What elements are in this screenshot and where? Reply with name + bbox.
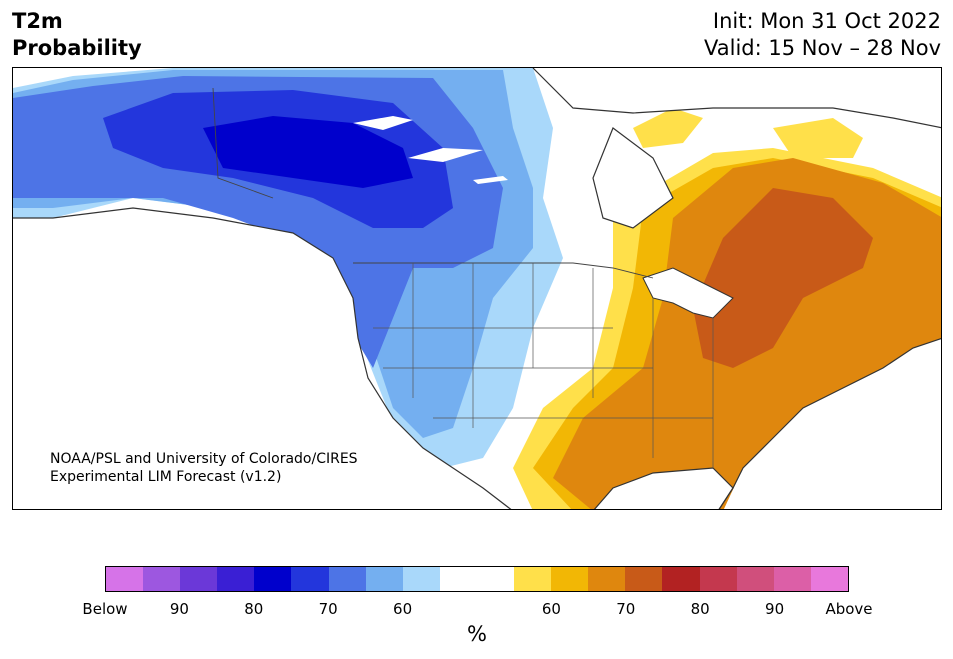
colorbar-segment bbox=[773, 567, 811, 591]
colorbar-tick-label: 60 bbox=[541, 600, 561, 618]
us-canada-border bbox=[353, 262, 654, 279]
cold-region-strong bbox=[203, 116, 413, 188]
lake-athabasca bbox=[473, 176, 508, 184]
greenland-warm bbox=[773, 118, 863, 158]
coastline bbox=[13, 207, 512, 509]
coastline-east bbox=[718, 338, 941, 509]
colorbar-segment bbox=[291, 567, 329, 591]
credit-line2: Experimental LIM Forecast (v1.2) bbox=[50, 469, 282, 485]
colorbar-tick-label: 90 bbox=[169, 600, 189, 618]
colorbar-segment bbox=[514, 567, 552, 591]
colorbar-segment bbox=[180, 567, 218, 591]
coastline-gulf bbox=[593, 467, 734, 509]
hudson-bay bbox=[593, 128, 673, 228]
baffin-warm bbox=[633, 108, 703, 148]
map-title: T2m Probability bbox=[12, 8, 142, 62]
credit-line1: NOAA/PSL and University of Colorado/CIRE… bbox=[50, 451, 358, 467]
colorbar-segment bbox=[217, 567, 255, 591]
colorbar-tick-label: 80 bbox=[244, 600, 264, 618]
colorbar-segment bbox=[254, 567, 292, 591]
colorbar-segment bbox=[662, 567, 700, 591]
colorbar-segment bbox=[365, 567, 403, 591]
coastline-arctic bbox=[532, 68, 941, 129]
probability-map bbox=[13, 68, 941, 509]
colorbar-tick-label: 70 bbox=[318, 600, 338, 618]
colorbar-segment bbox=[328, 567, 366, 591]
colorbar-segment bbox=[810, 567, 848, 591]
colorbar-segment bbox=[625, 567, 663, 591]
colorbar-unit: % bbox=[467, 622, 487, 646]
gulf-of-mexico bbox=[594, 468, 733, 509]
colorbar-segment bbox=[699, 567, 737, 591]
map-credit: NOAA/PSL and University of Colorado/CIRE… bbox=[50, 450, 358, 486]
colorbar-tick-label: 70 bbox=[616, 600, 636, 618]
map-panel: NOAA/PSL and University of Colorado/CIRE… bbox=[12, 67, 942, 510]
colorbar-tick-label: Below bbox=[82, 600, 128, 618]
warm-region-strong bbox=[693, 188, 873, 368]
title-type: Probability bbox=[12, 36, 142, 60]
colorbar-tick-label: 60 bbox=[393, 600, 413, 618]
forecast-dates: Init: Mon 31 Oct 2022 Valid: 15 Nov – 28… bbox=[704, 8, 941, 62]
colorbar-segment bbox=[588, 567, 626, 591]
alaska-border bbox=[212, 87, 274, 199]
init-date: Init: Mon 31 Oct 2022 bbox=[712, 9, 941, 33]
colorbar-segment bbox=[736, 567, 774, 591]
atlantic-ocean bbox=[723, 338, 941, 509]
great-slave-lake bbox=[408, 148, 483, 162]
colorbar bbox=[105, 566, 849, 592]
colorbar-tick-label: 80 bbox=[690, 600, 710, 618]
colorbar-segment bbox=[402, 567, 440, 591]
colorbar-segment bbox=[551, 567, 589, 591]
colorbar-segment bbox=[476, 567, 515, 591]
colorbar-tick-label: 90 bbox=[765, 600, 785, 618]
pacific-ocean bbox=[13, 208, 511, 509]
colorbar-segment bbox=[143, 567, 181, 591]
valid-period: Valid: 15 Nov – 28 Nov bbox=[704, 36, 941, 60]
arctic-ocean bbox=[533, 68, 941, 128]
coastline-hudson bbox=[592, 127, 674, 229]
great-bear-lake bbox=[353, 116, 413, 130]
state-lines bbox=[373, 263, 714, 468]
title-variable: T2m bbox=[12, 9, 63, 33]
colorbar-segment bbox=[439, 567, 477, 591]
colorbar-segment bbox=[106, 567, 144, 591]
colorbar-tick-label: Above bbox=[825, 600, 873, 618]
